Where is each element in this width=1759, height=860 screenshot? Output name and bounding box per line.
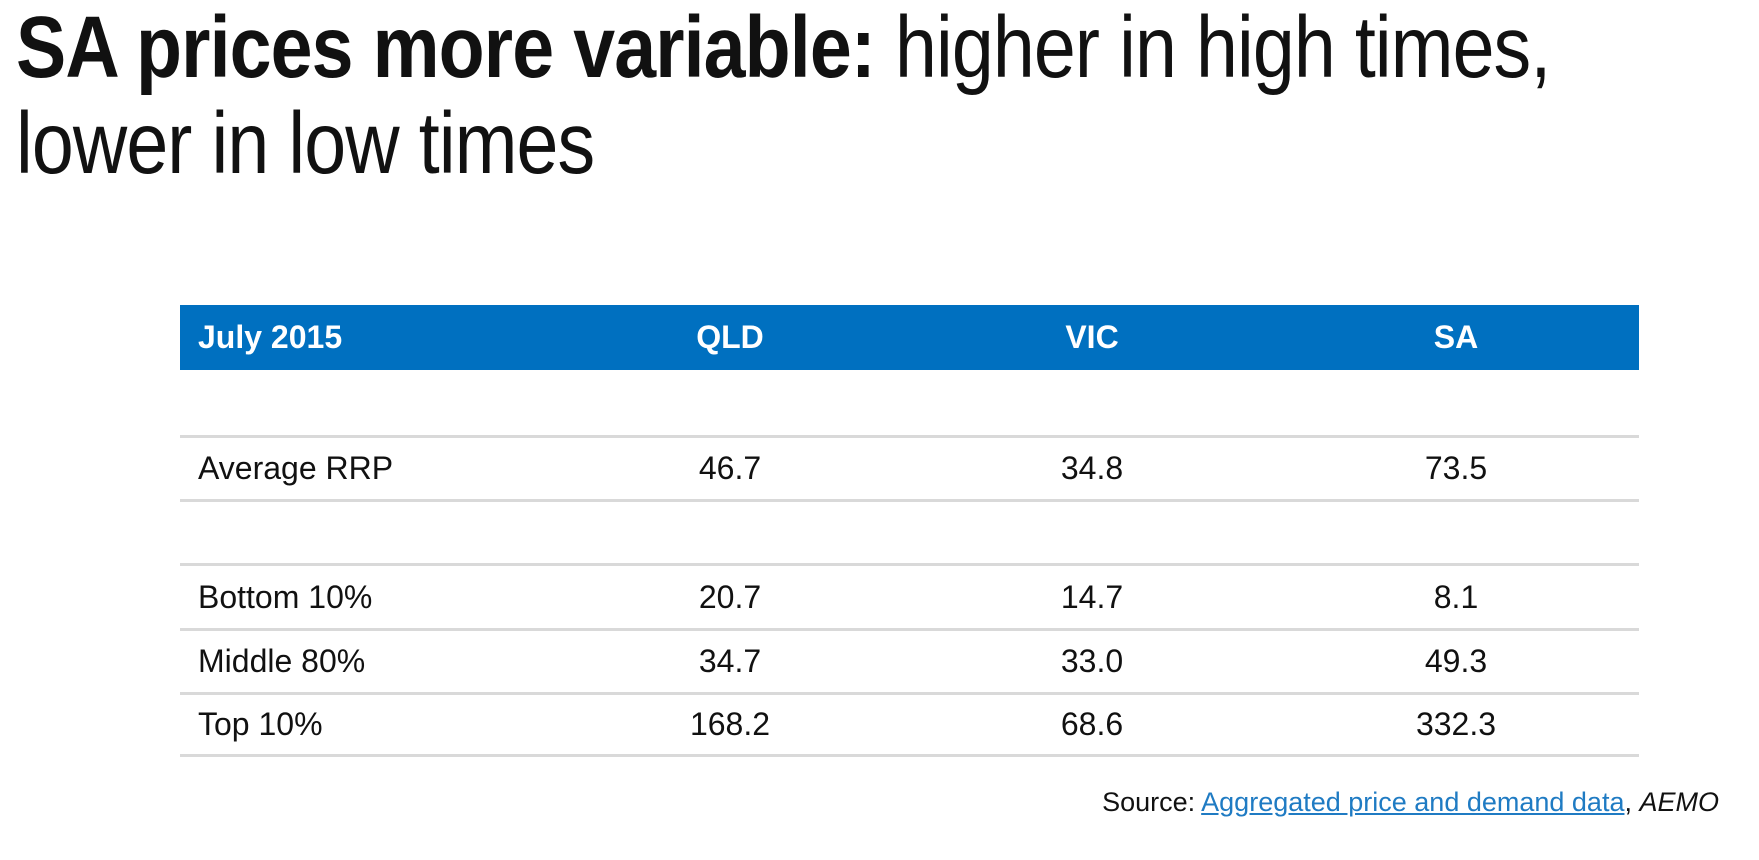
cell-vic: 34.8 xyxy=(1060,450,1124,486)
slide-title: SA prices more variable: higher in high … xyxy=(16,0,1759,192)
cell-vic: 68.6 xyxy=(1060,706,1124,742)
cell-vic: 33.0 xyxy=(1060,643,1124,679)
table-row-average-rrp: Average RRP 46.7 34.8 73.5 xyxy=(180,435,1639,499)
cell-qld: 46.7 xyxy=(698,450,762,486)
source-suffix: , xyxy=(1624,787,1640,817)
cell-sa: 332.3 xyxy=(1415,706,1497,742)
cell-sa: 8.1 xyxy=(1433,578,1479,615)
cell-vic: 14.7 xyxy=(1060,578,1124,615)
header-col-vic: VIC xyxy=(1065,319,1119,355)
table-row-bottom-10: Bottom 10% 20.7 14.7 8.1 xyxy=(180,563,1639,628)
table-row-top-10: Top 10% 168.2 68.6 332.3 xyxy=(180,692,1639,757)
source-prefix: Source: xyxy=(1102,787,1202,817)
title-line-1: SA prices more variable: higher in high … xyxy=(16,0,1759,96)
source-data-link[interactable]: Aggregated price and demand data xyxy=(1201,787,1625,817)
spacer-row xyxy=(180,499,1639,563)
header-col-sa: SA xyxy=(1433,319,1479,355)
title-rest: higher in high times, xyxy=(875,0,1551,96)
title-emphasis: SA prices more variable: xyxy=(16,0,876,96)
row-label: Bottom 10% xyxy=(198,578,373,615)
row-label: Top 10% xyxy=(198,706,323,742)
row-label: Middle 80% xyxy=(198,643,366,679)
table-header-row: July 2015 QLD VIC SA xyxy=(180,305,1639,370)
header-period: July 2015 xyxy=(198,319,343,355)
price-table: July 2015 QLD VIC SA Average RRP 46.7 34… xyxy=(180,305,1639,757)
title-line-2: lower in low times xyxy=(16,95,595,192)
source-attribution: AEMO xyxy=(1639,787,1719,817)
table-row-middle-80: Middle 80% 34.7 33.0 49.3 xyxy=(180,628,1639,692)
spacer-row xyxy=(180,370,1639,435)
cell-qld: 168.2 xyxy=(689,706,771,742)
cell-sa: 73.5 xyxy=(1424,450,1488,486)
cell-qld: 20.7 xyxy=(698,578,762,615)
header-col-qld: QLD xyxy=(696,319,764,355)
source-note: Source: Aggregated price and demand data… xyxy=(1102,787,1719,818)
row-label: Average RRP xyxy=(198,450,394,486)
cell-qld: 34.7 xyxy=(698,643,762,679)
cell-sa: 49.3 xyxy=(1424,643,1488,679)
